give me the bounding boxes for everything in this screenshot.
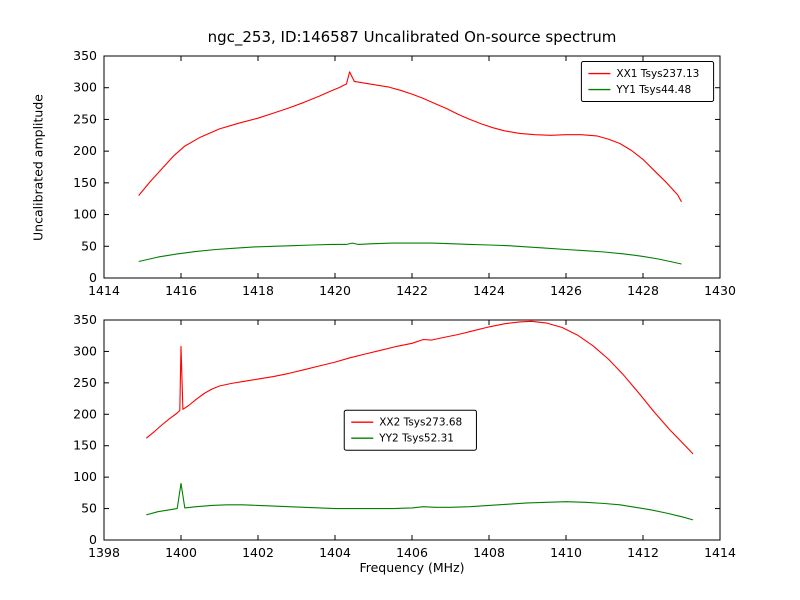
x-tick-label: 1414 bbox=[704, 545, 736, 560]
x-tick-label: 1402 bbox=[242, 545, 274, 560]
y-tick-label: 350 bbox=[73, 48, 97, 63]
y-tick-label: 150 bbox=[73, 175, 97, 190]
x-tick-label: 1424 bbox=[473, 283, 505, 298]
legend-label: YY2 Tsys52.31 bbox=[378, 433, 454, 445]
x-tick-label: 1400 bbox=[165, 545, 197, 560]
y-tick-label: 250 bbox=[73, 111, 97, 126]
x-tick-label: 1416 bbox=[165, 283, 197, 298]
legend-box bbox=[343, 409, 477, 451]
y-tick-label: 0 bbox=[89, 270, 97, 285]
y-tick-label: 50 bbox=[81, 501, 97, 516]
series-line-xx2 bbox=[145, 320, 694, 455]
y-tick-label: 50 bbox=[81, 238, 97, 253]
x-tick-label: 1418 bbox=[242, 283, 274, 298]
legend-label: YY1 Tsys44.48 bbox=[615, 84, 691, 96]
y-tick-label: 250 bbox=[73, 375, 97, 390]
y-tick-label: 300 bbox=[73, 80, 97, 95]
x-tick-label: 1398 bbox=[88, 545, 120, 560]
x-tick-label: 1406 bbox=[396, 545, 428, 560]
subplot-2 bbox=[103, 319, 721, 541]
x-tick-label: 1414 bbox=[88, 283, 120, 298]
y-tick-label: 150 bbox=[73, 438, 97, 453]
chart-title: ngc_253, ID:146587 Uncalibrated On-sourc… bbox=[207, 28, 617, 46]
x-tick-label: 1428 bbox=[627, 283, 659, 298]
y-axis-label: Uncalibrated amplitude bbox=[30, 94, 46, 241]
legend-label: XX2 Tsys273.68 bbox=[379, 417, 462, 429]
x-tick-label: 1408 bbox=[473, 545, 505, 560]
legend-box bbox=[580, 61, 715, 103]
x-tick-label: 1430 bbox=[704, 283, 736, 298]
series-line-yy1 bbox=[138, 242, 682, 265]
x-tick-label: 1404 bbox=[319, 545, 351, 560]
subplot-1 bbox=[103, 55, 721, 279]
series-line-yy2 bbox=[146, 482, 694, 521]
x-tick-label: 1412 bbox=[627, 545, 659, 560]
x-axis-label: Frequency (MHz) bbox=[359, 560, 465, 575]
y-tick-label: 300 bbox=[73, 343, 97, 358]
y-tick-label: 200 bbox=[73, 143, 97, 158]
y-tick-label: 100 bbox=[73, 469, 97, 484]
y-tick-label: 0 bbox=[89, 532, 97, 547]
series-line-xx1 bbox=[138, 71, 682, 203]
x-tick-label: 1420 bbox=[319, 283, 351, 298]
legend-label: XX1 Tsys237.13 bbox=[616, 68, 699, 80]
y-tick-label: 200 bbox=[73, 406, 97, 421]
x-tick-label: 1410 bbox=[550, 545, 582, 560]
y-tick-label: 100 bbox=[73, 207, 97, 222]
y-tick-label: 350 bbox=[73, 312, 97, 327]
x-tick-label: 1422 bbox=[396, 283, 428, 298]
x-tick-label: 1426 bbox=[550, 283, 582, 298]
